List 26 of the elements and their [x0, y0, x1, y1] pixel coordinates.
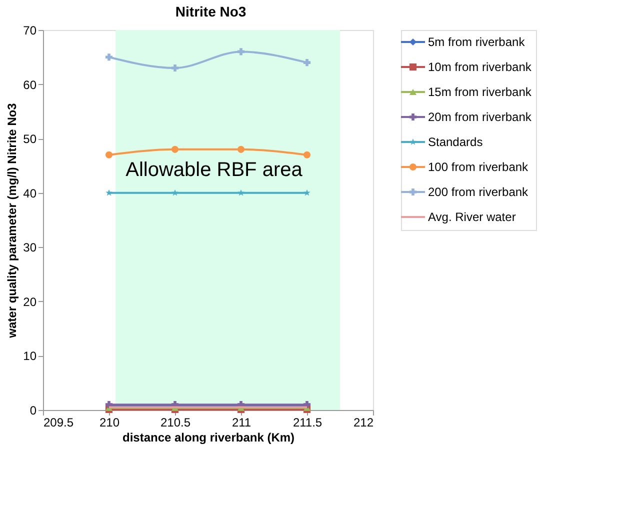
legend-label: 20m from riverbank — [428, 110, 532, 124]
x-tick-label: 210.5 — [160, 416, 191, 430]
x-tick-label: 212 — [353, 416, 374, 430]
y-tick-label: 30 — [23, 240, 37, 255]
x-tick-label: 210 — [99, 416, 120, 430]
legend-label: 5m from riverbank — [428, 35, 526, 49]
y-tick-label: 10 — [23, 349, 37, 364]
legend-label: 200 from riverbank — [428, 185, 530, 199]
band-label: Allowable RBF area — [126, 159, 304, 181]
x-axis-title: distance along riverbank (Km) — [122, 430, 295, 444]
x-tick-label: 211.5 — [292, 416, 322, 430]
x-tick-label: 209.5 — [44, 416, 74, 430]
legend-label: Standards — [428, 135, 483, 149]
chart-title: Nitrite No3 — [175, 4, 246, 20]
y-tick-label: 50 — [23, 132, 37, 146]
legend-label: 100 from riverbank — [428, 160, 530, 174]
y-tick-label: 40 — [23, 186, 37, 200]
y-tick-label: 60 — [23, 78, 37, 92]
x-tick-label: 211 — [232, 416, 252, 430]
y-axis-title: water quality parameter (mg/l) Nitrite No3 — [5, 102, 20, 339]
y-tick-label: 0 — [30, 404, 37, 418]
legend-label: Avg. River water — [428, 210, 516, 224]
legend-label: 15m from riverbank — [428, 85, 532, 99]
y-tick-label: 20 — [23, 294, 37, 309]
legend-label: 10m from riverbank — [428, 60, 532, 74]
y-tick-label: 70 — [23, 24, 37, 38]
